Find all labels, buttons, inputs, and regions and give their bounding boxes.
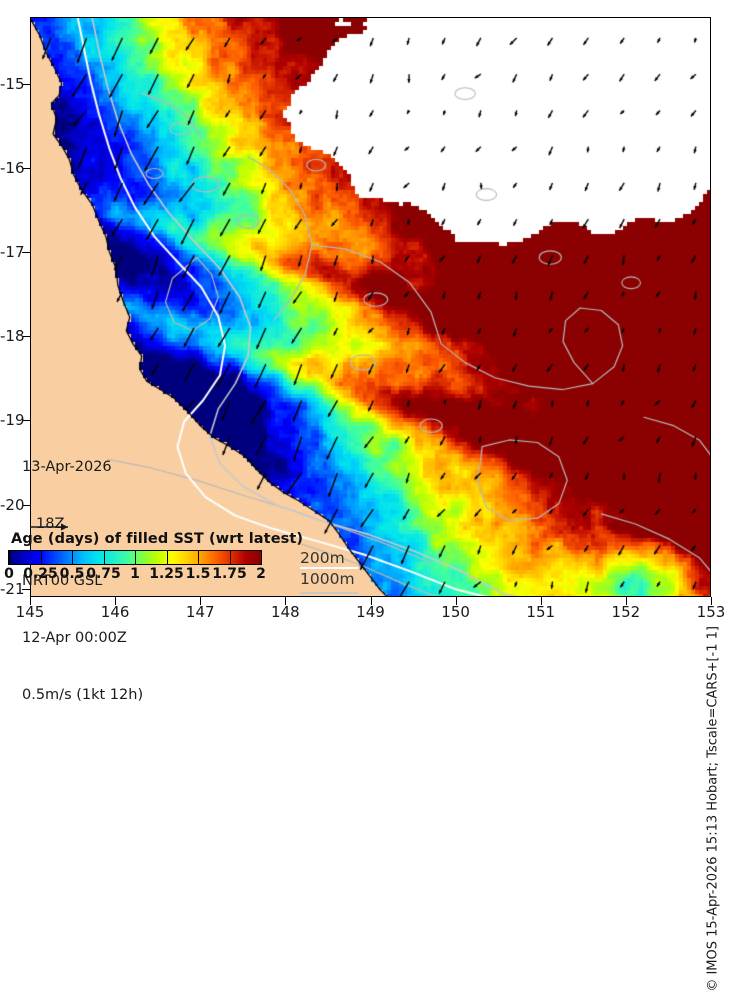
y-tick — [22, 504, 30, 506]
x-tick — [455, 597, 457, 605]
map-plot-area — [30, 17, 711, 597]
x-tick — [711, 597, 712, 605]
colorbar-tick — [198, 551, 199, 564]
x-tick-label: 150 — [441, 603, 470, 621]
y-tick — [22, 420, 30, 422]
x-tick-label: 146 — [100, 603, 130, 621]
colorbar-tick — [261, 551, 262, 564]
annot-hour: 18Z — [36, 516, 65, 532]
colorbar-tick — [40, 551, 42, 564]
x-tick-label: 151 — [526, 603, 556, 621]
y-tick-label: -19 — [0, 411, 25, 430]
x-tick — [200, 597, 202, 605]
x-tick — [625, 597, 627, 605]
colorbar-tick-label: 0.25 — [23, 566, 58, 582]
annot-model: NRT00 GSL — [22, 573, 103, 589]
x-tick-label: 152 — [611, 603, 641, 621]
credit-block: © IMOS 15-Apr-2026 15:13 Hobart; Tscale=… — [706, 0, 740, 992]
annot-velocity-scale: 0.5m/s (1kt 12h) — [22, 687, 144, 703]
y-tick — [22, 336, 30, 338]
colorbar-tick — [9, 551, 10, 564]
annot-date: 13-Apr-2026 — [22, 459, 112, 475]
colorbar-tick-label: 2 — [256, 566, 266, 582]
colorbar-tick — [135, 551, 136, 564]
y-tick-label: -18 — [0, 327, 25, 346]
x-tick-label: 149 — [356, 603, 385, 621]
x-tick — [30, 597, 31, 605]
velocity-scale-arrow-icon — [28, 519, 78, 538]
y-tick-label: -17 — [0, 243, 25, 262]
colorbar-ticks — [9, 551, 262, 564]
x-tick-label: 147 — [185, 603, 215, 621]
y-tick — [22, 588, 30, 590]
credit-text: © IMOS 15-Apr-2026 15:13 Hobart; Tscale=… — [706, 626, 721, 992]
bathy-1000m-line-swatch — [300, 592, 358, 594]
annot-valid: 12-Apr 00:00Z — [22, 630, 127, 646]
x-tick — [370, 597, 372, 605]
colorbar-tick-labels: 0 0.25 0.5 0.75 1 1.25 1.5 1.75 2 — [4, 566, 303, 584]
x-tick-label: 148 — [271, 603, 300, 621]
x-tick-label: 153 — [696, 603, 726, 621]
bathy-200m-line-swatch — [300, 567, 358, 569]
y-tick — [22, 168, 30, 170]
x-tick — [285, 597, 287, 605]
y-tick — [22, 252, 30, 254]
colorbar-title: Age (days) of filled SST (wrt latest) — [11, 531, 304, 547]
x-tick — [540, 597, 542, 605]
colorbar-tick — [72, 551, 73, 564]
y-tick-label: -21 — [0, 579, 25, 598]
colorbar-tick-label: 1 — [130, 566, 140, 582]
x-tick-label: 145 — [15, 603, 45, 621]
colorbar-tick-label: 0 — [4, 566, 14, 582]
colorbar-tick — [229, 551, 231, 564]
bathy-200m-label: 200m — [300, 549, 345, 567]
colorbar-tick — [103, 551, 105, 564]
colorbar-tick-label: 0.75 — [86, 566, 121, 582]
y-tick-label: -15 — [0, 75, 25, 94]
y-tick — [22, 84, 30, 86]
colorbar-tick-label: 1.75 — [212, 566, 247, 582]
bathy-1000m-label: 1000m — [300, 570, 355, 588]
colorbar-tick-label: 1.25 — [149, 566, 184, 582]
colorbar-gradient — [8, 550, 262, 565]
y-tick-label: -20 — [0, 495, 25, 514]
sst-age-raster — [31, 18, 710, 596]
y-tick-label: -16 — [0, 159, 25, 178]
x-tick — [115, 597, 117, 605]
colorbar-tick-label: 1.5 — [185, 566, 211, 582]
colorbar-tick — [166, 551, 168, 564]
colorbar-tick-label: 0.5 — [59, 566, 85, 582]
bathymetry-key: 200m 1000m — [300, 548, 358, 594]
